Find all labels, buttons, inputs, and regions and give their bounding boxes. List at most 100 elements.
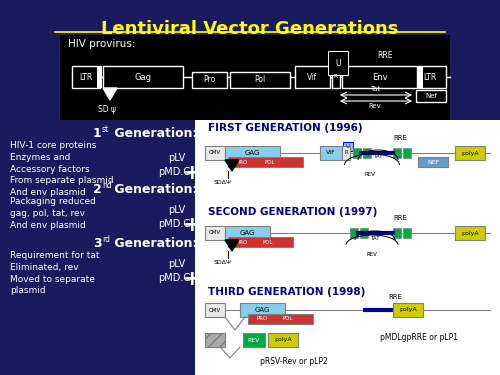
FancyBboxPatch shape bbox=[225, 146, 280, 160]
Text: PRO: PRO bbox=[236, 159, 248, 165]
FancyBboxPatch shape bbox=[343, 142, 353, 151]
Text: R: R bbox=[334, 75, 338, 80]
Text: Pro: Pro bbox=[203, 75, 215, 84]
FancyBboxPatch shape bbox=[455, 146, 485, 160]
Text: PRO: PRO bbox=[236, 240, 248, 244]
Text: FIRST GENERATION (1996): FIRST GENERATION (1996) bbox=[208, 123, 362, 133]
FancyBboxPatch shape bbox=[363, 148, 371, 158]
FancyBboxPatch shape bbox=[393, 303, 423, 317]
Text: Generation:: Generation: bbox=[110, 183, 198, 196]
FancyBboxPatch shape bbox=[403, 148, 411, 158]
Text: +: + bbox=[183, 269, 202, 289]
FancyBboxPatch shape bbox=[455, 226, 485, 240]
Polygon shape bbox=[225, 240, 239, 251]
Text: Rev: Rev bbox=[368, 103, 382, 109]
Text: PRO: PRO bbox=[256, 316, 268, 321]
Text: THIRD GENERATION (1998): THIRD GENERATION (1998) bbox=[208, 287, 366, 297]
FancyBboxPatch shape bbox=[103, 66, 183, 88]
Text: nd: nd bbox=[102, 181, 112, 190]
FancyBboxPatch shape bbox=[268, 333, 298, 347]
FancyBboxPatch shape bbox=[320, 146, 342, 160]
FancyBboxPatch shape bbox=[350, 228, 358, 238]
Text: RRE: RRE bbox=[393, 215, 407, 221]
Text: U: U bbox=[335, 58, 341, 68]
Text: Vif: Vif bbox=[307, 72, 317, 81]
Text: Generation:: Generation: bbox=[110, 127, 198, 140]
Text: polyA: polyA bbox=[399, 308, 417, 312]
FancyBboxPatch shape bbox=[332, 66, 340, 88]
Text: Env: Env bbox=[372, 72, 388, 81]
Text: pLV: pLV bbox=[168, 153, 185, 163]
FancyBboxPatch shape bbox=[225, 226, 270, 240]
FancyBboxPatch shape bbox=[230, 72, 290, 88]
Text: TAT: TAT bbox=[373, 154, 383, 159]
Text: LTR: LTR bbox=[80, 72, 92, 81]
Text: LTR: LTR bbox=[424, 72, 436, 81]
Text: CMV: CMV bbox=[209, 150, 221, 156]
Text: SDΔΨ: SDΔΨ bbox=[214, 260, 232, 265]
Text: REV: REV bbox=[248, 338, 260, 342]
Text: CMV: CMV bbox=[209, 231, 221, 236]
Text: pLV: pLV bbox=[168, 259, 185, 269]
Text: Lentiviral Vector Generations: Lentiviral Vector Generations bbox=[102, 20, 399, 38]
Text: HIV-1 core proteins
Enzymes and
Accessory factors
From separate plasmid
And env : HIV-1 core proteins Enzymes and Accessor… bbox=[10, 141, 114, 197]
Text: 2: 2 bbox=[92, 183, 102, 196]
Text: POL: POL bbox=[265, 159, 275, 165]
Text: NEF: NEF bbox=[427, 159, 439, 165]
Text: REV: REV bbox=[364, 172, 376, 177]
Text: pMD.G: pMD.G bbox=[158, 219, 191, 229]
Text: +: + bbox=[183, 163, 202, 183]
Polygon shape bbox=[225, 160, 239, 171]
FancyBboxPatch shape bbox=[205, 226, 225, 240]
Text: SD ψ: SD ψ bbox=[98, 105, 116, 114]
Text: GAG: GAG bbox=[240, 230, 254, 236]
Text: VIF: VIF bbox=[326, 150, 336, 156]
Text: Requirement for tat
Eliminated, rev
Moved to separate
plasmid: Requirement for tat Eliminated, rev Move… bbox=[10, 251, 100, 296]
Text: POL: POL bbox=[283, 316, 293, 321]
Text: 1: 1 bbox=[92, 127, 102, 140]
Text: pMD.G: pMD.G bbox=[158, 167, 191, 177]
Text: SDΔΨ: SDΔΨ bbox=[214, 180, 232, 185]
FancyBboxPatch shape bbox=[353, 148, 361, 158]
Text: R: R bbox=[344, 150, 348, 156]
FancyBboxPatch shape bbox=[72, 66, 100, 88]
FancyBboxPatch shape bbox=[97, 66, 102, 88]
Text: HIV provirus:: HIV provirus: bbox=[68, 39, 136, 49]
Text: rd: rd bbox=[102, 235, 110, 244]
FancyBboxPatch shape bbox=[60, 35, 450, 120]
FancyBboxPatch shape bbox=[295, 66, 330, 88]
FancyBboxPatch shape bbox=[393, 148, 401, 158]
FancyBboxPatch shape bbox=[342, 146, 350, 160]
FancyBboxPatch shape bbox=[205, 146, 225, 160]
Text: Nef: Nef bbox=[425, 93, 437, 99]
FancyBboxPatch shape bbox=[248, 314, 313, 324]
Text: GAG: GAG bbox=[254, 307, 270, 313]
Text: 3: 3 bbox=[92, 237, 102, 250]
FancyBboxPatch shape bbox=[228, 237, 293, 247]
Text: SECOND GENERATION (1997): SECOND GENERATION (1997) bbox=[208, 207, 378, 217]
Text: U: U bbox=[346, 144, 350, 150]
Text: POL: POL bbox=[263, 240, 273, 244]
Text: RRE: RRE bbox=[393, 135, 407, 141]
Text: st: st bbox=[102, 125, 109, 134]
FancyBboxPatch shape bbox=[192, 72, 227, 88]
Text: Packaging reduced
gag, pol, tat, rev
And env plasmid: Packaging reduced gag, pol, tat, rev And… bbox=[10, 197, 96, 230]
FancyBboxPatch shape bbox=[403, 228, 411, 238]
FancyBboxPatch shape bbox=[416, 90, 446, 102]
FancyBboxPatch shape bbox=[195, 120, 500, 375]
Text: RRE: RRE bbox=[388, 294, 402, 300]
FancyBboxPatch shape bbox=[418, 157, 448, 167]
Text: pMD.G: pMD.G bbox=[158, 273, 191, 283]
Text: TAT: TAT bbox=[370, 236, 380, 240]
FancyBboxPatch shape bbox=[205, 303, 225, 317]
Text: Tat: Tat bbox=[370, 86, 380, 92]
Text: pRSV-Rev or pLP2: pRSV-Rev or pLP2 bbox=[260, 357, 328, 366]
FancyBboxPatch shape bbox=[418, 66, 423, 88]
Text: GAG: GAG bbox=[244, 150, 260, 156]
Text: pLV: pLV bbox=[168, 205, 185, 215]
FancyBboxPatch shape bbox=[342, 66, 417, 88]
Text: RRE: RRE bbox=[378, 51, 393, 60]
Text: CMV: CMV bbox=[209, 308, 221, 312]
FancyBboxPatch shape bbox=[418, 66, 446, 88]
Text: polyA: polyA bbox=[461, 231, 479, 236]
